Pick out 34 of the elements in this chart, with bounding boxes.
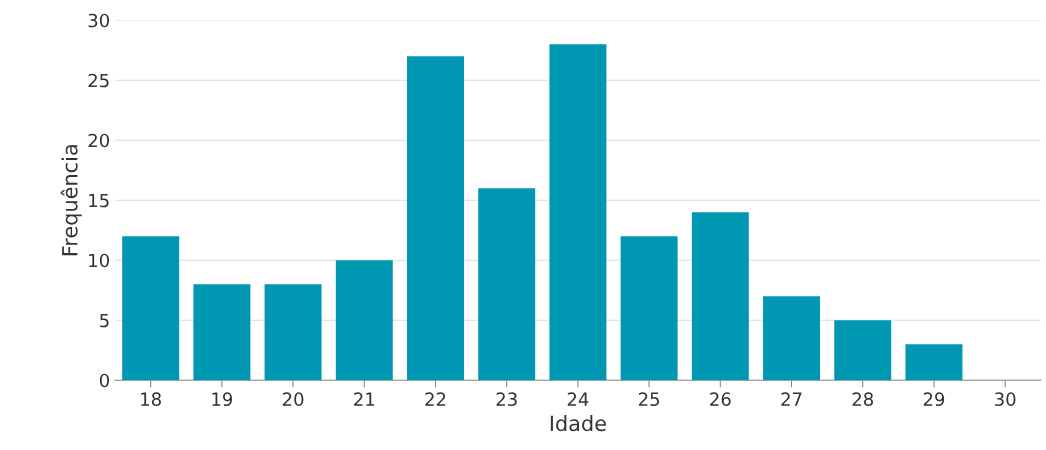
x-tick-label: 23 bbox=[496, 392, 517, 407]
x-tick-label: 20 bbox=[282, 392, 304, 407]
bar bbox=[763, 296, 821, 381]
x-tick-label: 22 bbox=[425, 392, 446, 406]
bar bbox=[335, 260, 393, 381]
x-tick-label: 28 bbox=[852, 392, 873, 407]
bar bbox=[478, 188, 536, 381]
y-tick-label: 0 bbox=[99, 373, 109, 388]
bar bbox=[620, 236, 678, 381]
bar bbox=[264, 284, 322, 381]
bar bbox=[905, 344, 963, 381]
bar bbox=[407, 56, 464, 381]
x-tick-label: 26 bbox=[710, 392, 731, 407]
x-tick-label: 24 bbox=[567, 392, 589, 406]
x-tick-label: 21 bbox=[354, 392, 375, 406]
y-tick-label: 10 bbox=[89, 253, 109, 268]
x-tick-label: 25 bbox=[638, 392, 660, 407]
x-tick-label: 18 bbox=[141, 392, 161, 407]
bar bbox=[691, 212, 749, 381]
x-tick-label: 30 bbox=[995, 392, 1016, 407]
y-tick-label: 15 bbox=[89, 193, 109, 208]
bar bbox=[549, 44, 607, 381]
bar bbox=[193, 284, 251, 381]
y-tick-label: 5 bbox=[100, 313, 109, 328]
x-tick-label: 19 bbox=[212, 392, 233, 407]
y-tick-label: 25 bbox=[88, 73, 109, 88]
x-tick-label: 27 bbox=[781, 392, 802, 406]
y-axis-title: Frequência bbox=[60, 145, 82, 256]
x-tick-label: 29 bbox=[923, 392, 945, 407]
bar bbox=[122, 236, 180, 381]
x-axis-title: Idade bbox=[550, 415, 606, 432]
bar bbox=[834, 320, 892, 381]
y-tick-label: 30 bbox=[88, 13, 109, 28]
y-tick-label: 20 bbox=[88, 133, 109, 148]
